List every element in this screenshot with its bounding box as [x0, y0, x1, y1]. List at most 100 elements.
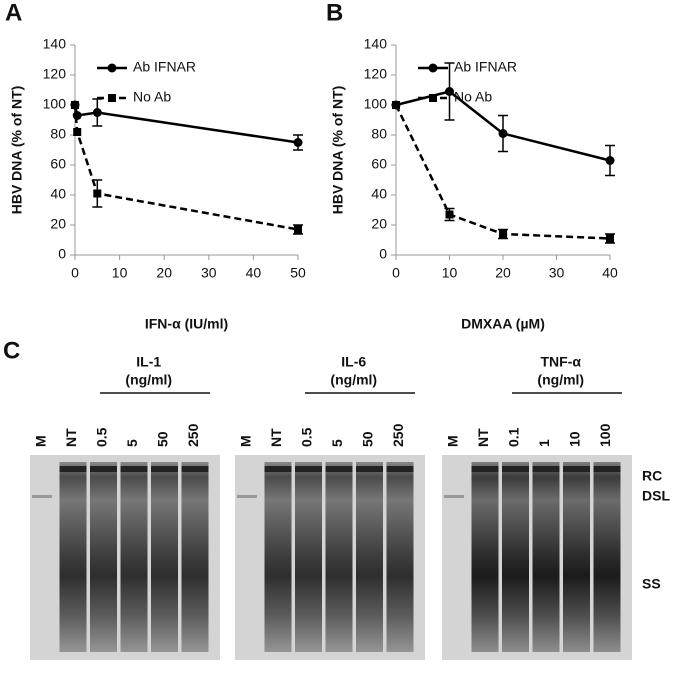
y-tick-label: 0: [379, 246, 387, 262]
gel-lane: [563, 462, 590, 652]
y-tick-label: 120: [364, 66, 388, 82]
lane-label: 100: [597, 423, 613, 447]
x-tick-label: 40: [246, 265, 262, 281]
gel-band: [264, 466, 292, 472]
gel-lane: [325, 462, 353, 652]
data-point: [392, 101, 400, 109]
lane-label: 250: [185, 423, 201, 447]
gel-band: [181, 466, 209, 472]
panel-label: C: [3, 337, 20, 364]
data-point: [293, 138, 303, 147]
gel-band: [151, 466, 178, 472]
lane-label: NT: [63, 428, 79, 447]
data-point: [499, 230, 507, 238]
gel-lane: [181, 462, 209, 652]
blot-title: IL-1: [136, 354, 161, 370]
data-point: [445, 87, 454, 96]
y-axis-label: HBV DNA (% of NT): [330, 86, 346, 215]
blot-title: TNF-α: [541, 354, 582, 370]
y-tick-label: 20: [371, 216, 387, 232]
gel-band: [471, 466, 499, 472]
y-tick-label: 100: [43, 96, 67, 112]
marker-band: [237, 495, 257, 498]
gel-band: [59, 466, 87, 472]
marker-band: [32, 495, 52, 498]
gel-band: [563, 466, 590, 472]
lane-label: 50: [360, 431, 376, 447]
lane-label: 5: [124, 439, 140, 447]
lane-label: 0.1: [506, 427, 522, 447]
gel-lane: [532, 462, 560, 652]
gel-band: [356, 466, 383, 472]
blot-unit: (ng/ml): [330, 372, 377, 388]
lane-label: 50: [155, 431, 171, 447]
data-point: [605, 156, 615, 165]
marker-band: [444, 495, 464, 498]
x-tick-label: 30: [549, 265, 565, 281]
lane-label: 0.5: [299, 427, 315, 447]
gel-lane: [151, 462, 178, 652]
series-line: [394, 104, 611, 240]
lane-label: 10: [567, 431, 583, 447]
legend-label: Ab IFNAR: [454, 59, 517, 75]
gel-lane: [59, 462, 87, 652]
panel-label: B: [326, 0, 343, 26]
legend-marker: [428, 63, 438, 73]
gel-lane: [120, 462, 148, 652]
gel-band: [593, 466, 621, 472]
data-point: [93, 189, 102, 198]
gel-lane: [502, 462, 529, 652]
data-point: [606, 234, 614, 243]
lane-label: NT: [268, 428, 284, 447]
x-tick-label: 50: [290, 265, 306, 281]
gel-band: [120, 466, 148, 472]
series-line: [73, 104, 299, 144]
data-point: [445, 210, 454, 219]
x-tick-label: 0: [71, 265, 79, 281]
gel-band: [295, 466, 322, 472]
x-tick-label: 20: [156, 265, 172, 281]
lane-label: 0.5: [94, 427, 110, 447]
y-tick-label: 60: [371, 156, 387, 172]
legend-marker: [107, 63, 117, 73]
x-axis-label: IFN-α (IU/ml): [145, 316, 228, 332]
y-tick-label: 40: [371, 186, 387, 202]
x-axis-label: DMXAA (µM): [461, 316, 545, 332]
y-tick-label: 140: [364, 36, 388, 52]
lane-label: NT: [475, 428, 491, 447]
band-label: DSL: [642, 488, 670, 504]
band-label: SS: [642, 576, 661, 592]
series-line: [73, 104, 299, 231]
lane-label: M: [238, 435, 254, 447]
gel-lane: [593, 462, 621, 652]
x-tick-label: 30: [201, 265, 217, 281]
x-tick-label: 10: [112, 265, 128, 281]
lane-label: 5: [329, 439, 345, 447]
band-label: RC: [642, 468, 662, 484]
gel-band: [502, 466, 529, 472]
panel-label: A: [5, 0, 22, 26]
gel-lane: [295, 462, 322, 652]
data-point: [498, 129, 508, 138]
y-tick-label: 60: [50, 156, 66, 172]
lane-label: 1: [536, 439, 552, 447]
legend-label: Ab IFNAR: [133, 59, 196, 75]
legend-marker: [429, 94, 437, 102]
data-point: [92, 108, 102, 117]
data-point: [71, 101, 79, 109]
gel-lane: [264, 462, 292, 652]
gel-band: [532, 466, 560, 472]
blot-title: IL-6: [341, 354, 366, 370]
y-tick-label: 100: [364, 96, 388, 112]
y-tick-label: 140: [43, 36, 67, 52]
lane-label: M: [33, 435, 49, 447]
x-tick-label: 40: [602, 265, 618, 281]
data-point: [294, 225, 302, 234]
data-point: [73, 128, 82, 136]
y-tick-label: 0: [58, 246, 66, 262]
y-tick-label: 20: [50, 216, 66, 232]
gel-band: [386, 466, 414, 472]
gel-lane: [471, 462, 499, 652]
lane-label: 250: [390, 423, 406, 447]
